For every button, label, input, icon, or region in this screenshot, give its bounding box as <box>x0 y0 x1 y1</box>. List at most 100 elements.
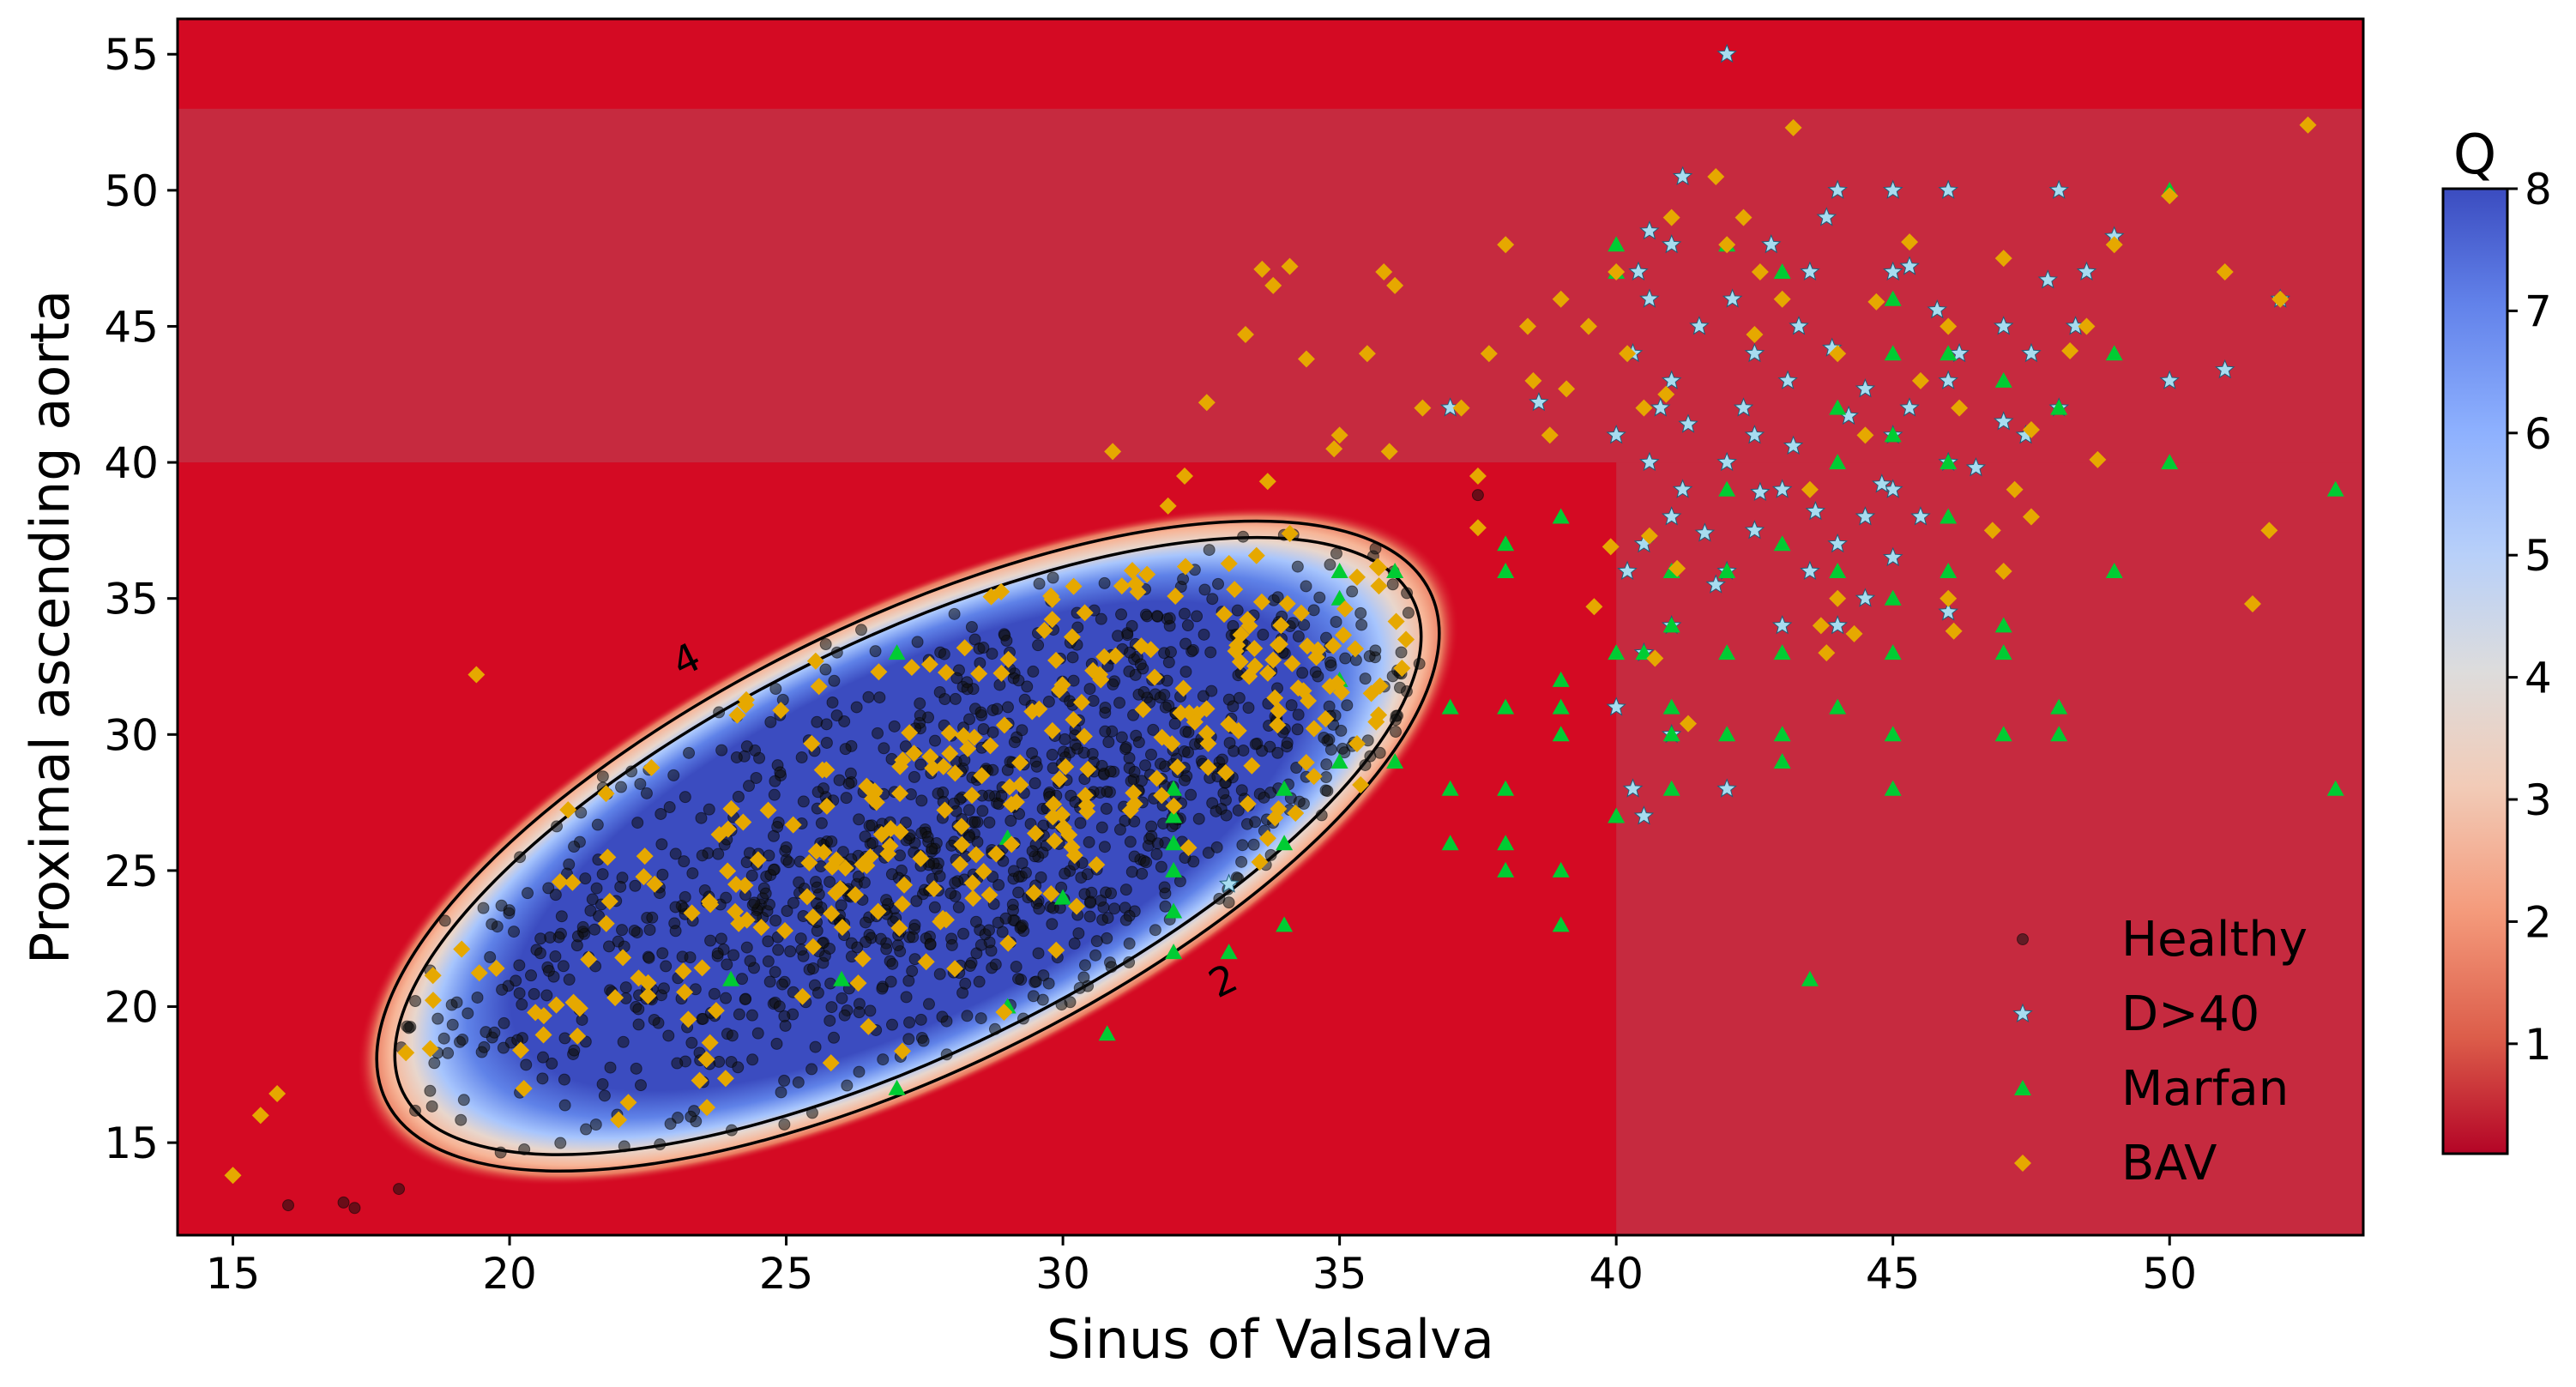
healthy-point <box>643 924 656 937</box>
healthy-point <box>720 992 733 1004</box>
healthy-point <box>1095 759 1108 772</box>
healthy-point <box>750 771 763 784</box>
healthy-point <box>1095 894 1107 907</box>
bav-point <box>1951 399 1969 417</box>
bav-point <box>860 1017 878 1035</box>
bav-point <box>1168 758 1186 776</box>
bav-point <box>701 1034 719 1052</box>
bav-point <box>1054 818 1072 836</box>
bav-point <box>1264 651 1282 669</box>
bav-point <box>424 967 442 985</box>
bav-point <box>1142 641 1160 659</box>
healthy-point <box>663 801 676 814</box>
healthy-point <box>969 915 982 928</box>
healthy-point <box>596 1078 609 1091</box>
healthy-point <box>928 901 941 914</box>
healthy-point <box>926 842 938 855</box>
healthy-point <box>1033 902 1046 915</box>
d-40-point <box>1650 397 1671 417</box>
healthy-point <box>929 734 942 747</box>
healthy-point <box>1128 850 1141 863</box>
bav-point <box>1541 426 1559 444</box>
bav-point <box>268 1085 287 1103</box>
healthy-point <box>866 819 878 832</box>
bav-point <box>1829 345 1847 363</box>
bav-point <box>833 919 851 937</box>
healthy-point <box>1128 815 1141 828</box>
bav-point <box>1746 325 1764 343</box>
d-40-point <box>1771 479 1793 498</box>
marfan-point <box>1940 562 1958 578</box>
healthy-point <box>784 945 797 958</box>
healthy-point <box>1315 809 1328 822</box>
healthy-point <box>654 1138 667 1151</box>
bav-point <box>1346 640 1364 658</box>
x-axis-ticks: 15 20 25 30 35 40 45 50 <box>206 1235 2197 1299</box>
d-40-point <box>1855 588 1876 607</box>
healthy-point <box>518 1143 531 1155</box>
healthy-point <box>1124 835 1137 848</box>
bav-point <box>965 728 983 746</box>
d-40-point <box>2037 269 2059 289</box>
bav-point <box>691 1071 709 1089</box>
marfan-point <box>1773 753 1791 769</box>
healthy-point <box>958 754 971 767</box>
bav-point <box>1159 497 1177 515</box>
healthy-point <box>1386 578 1399 591</box>
marfan-point <box>1165 780 1183 796</box>
d-40-point <box>2215 359 2235 379</box>
bav-point <box>597 914 615 932</box>
bav-point <box>1387 612 1405 630</box>
healthy-point <box>679 890 691 903</box>
healthy-point <box>588 923 601 936</box>
healthy-point <box>544 931 557 944</box>
marfan-point <box>2326 480 2344 497</box>
bav-point <box>921 748 939 766</box>
bav-point <box>890 919 908 937</box>
healthy-point <box>938 693 951 706</box>
healthy-point <box>575 806 588 819</box>
bav-point <box>2089 450 2107 468</box>
healthy-point <box>730 751 743 763</box>
colorbar-tick-label: 3 <box>2525 775 2552 825</box>
bav-point <box>1348 734 1366 752</box>
bav-point <box>1657 385 1675 403</box>
bav-point <box>564 873 582 891</box>
healthy-point <box>497 1041 510 1054</box>
healthy-point <box>534 947 546 960</box>
healthy-point <box>1249 738 1262 751</box>
marfan-point <box>1165 902 1183 919</box>
healthy-point <box>630 1062 642 1075</box>
healthy-point <box>1119 914 1132 926</box>
healthy-point <box>498 1016 510 1029</box>
healthy-point <box>1204 646 1217 659</box>
healthy-point <box>1291 723 1304 736</box>
bav-point <box>924 759 942 777</box>
healthy-point <box>634 1079 647 1092</box>
bav-point <box>737 696 755 714</box>
marfan-point <box>1552 916 1570 932</box>
healthy-point <box>1210 805 1222 817</box>
healthy-point <box>878 742 890 755</box>
bav-point <box>934 757 952 775</box>
healthy-point <box>642 951 655 964</box>
healthy-point <box>1141 610 1154 623</box>
healthy-point <box>337 1196 350 1209</box>
healthy-point <box>401 1020 413 1033</box>
healthy-point <box>962 831 975 844</box>
healthy-point <box>1032 639 1045 652</box>
marfan-point <box>1884 644 1902 660</box>
bav-point <box>600 892 618 910</box>
healthy-point <box>748 896 761 909</box>
healthy-point <box>1027 990 1040 1003</box>
healthy-point <box>740 941 753 954</box>
healthy-point <box>1471 489 1484 502</box>
bav-point <box>964 889 982 908</box>
bav-point <box>1524 371 1542 389</box>
healthy-point <box>976 805 989 817</box>
bav-point <box>902 658 920 676</box>
bav-point <box>870 663 888 681</box>
bav-point <box>1911 371 1929 389</box>
healthy-point <box>915 794 928 807</box>
